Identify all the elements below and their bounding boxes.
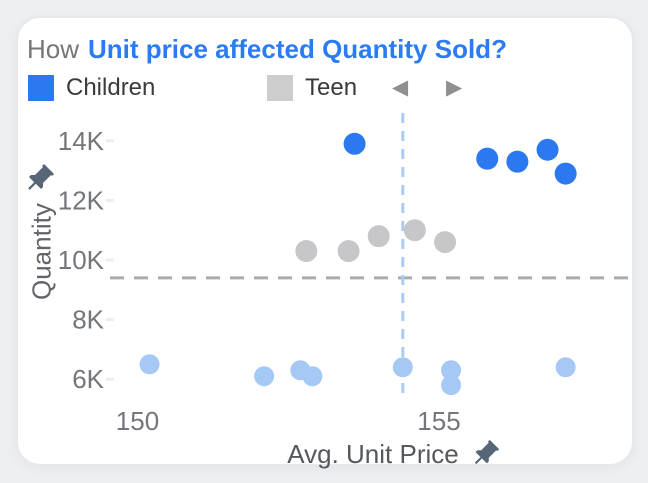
y-tick-mark [106, 318, 114, 322]
insight-card: How Unit price affected Quantity Sold? Ch… [16, 16, 634, 469]
title-link[interactable]: Unit price affected Quantity Sold? [88, 34, 507, 64]
data-point-unlabeled-light-blue[interactable] [139, 354, 160, 375]
data-point-unlabeled-light-blue[interactable] [555, 357, 576, 378]
x-tick-label: 155 [417, 406, 460, 436]
pin-icon-quantity[interactable] [22, 162, 56, 196]
legend-label-children: Children [66, 74, 156, 101]
legend: Children Teen ◀ ▶ [18, 74, 632, 104]
x-axis-title-row: Avg. Unit Price [264, 438, 524, 470]
legend-prev-icon[interactable]: ◀ [392, 75, 409, 99]
legend-label-teen: Teen [305, 74, 358, 101]
pin-icon-avg-unit-price[interactable] [469, 438, 501, 470]
data-point-unlabeled-light-blue[interactable] [302, 366, 323, 387]
data-point-teen[interactable] [337, 240, 360, 263]
data-point-children[interactable] [343, 132, 366, 155]
y-tick-label: 8K [72, 305, 104, 335]
data-point-unlabeled-light-blue[interactable] [254, 366, 275, 387]
children-swatch-icon [28, 75, 54, 101]
x-tick-label: 150 [116, 406, 159, 436]
y-tick-label: 6K [72, 364, 104, 394]
scatter-plot: 14K 12K 10K 8K 6K 150 155 [58, 113, 630, 436]
title-prefix: How [27, 34, 80, 64]
data-point-teen[interactable] [295, 240, 318, 263]
x-axis-title: Avg. Unit Price [287, 438, 459, 469]
y-tick-mark [106, 139, 114, 143]
data-point-teen[interactable] [367, 225, 390, 248]
y-tick-label: 10K [58, 245, 105, 275]
y-tick-mark [106, 258, 114, 262]
data-point-children[interactable] [536, 138, 559, 161]
y-tick-mark [106, 198, 114, 202]
card-title: How Unit price affected Quantity Sold? [27, 34, 507, 64]
legend-item-children[interactable]: Children [28, 74, 155, 102]
y-tick-label: 14K [58, 126, 105, 156]
teen-swatch-icon [267, 75, 293, 101]
y-axis-title: Quantity [26, 203, 57, 301]
legend-item-teen[interactable]: Teen [267, 74, 357, 102]
data-point-unlabeled-light-blue[interactable] [392, 357, 413, 378]
data-point-children[interactable] [506, 150, 529, 173]
data-point-unlabeled-light-blue[interactable] [441, 375, 462, 395]
data-point-teen[interactable] [434, 231, 457, 254]
legend-next-icon[interactable]: ▶ [446, 75, 463, 99]
y-tick-mark [106, 377, 114, 381]
data-point-children[interactable] [554, 162, 577, 185]
data-point-unlabeled-light-blue[interactable] [441, 360, 462, 381]
data-point-children[interactable] [476, 147, 499, 170]
y-tick-label: 12K [58, 185, 105, 215]
data-point-teen[interactable] [403, 219, 426, 242]
